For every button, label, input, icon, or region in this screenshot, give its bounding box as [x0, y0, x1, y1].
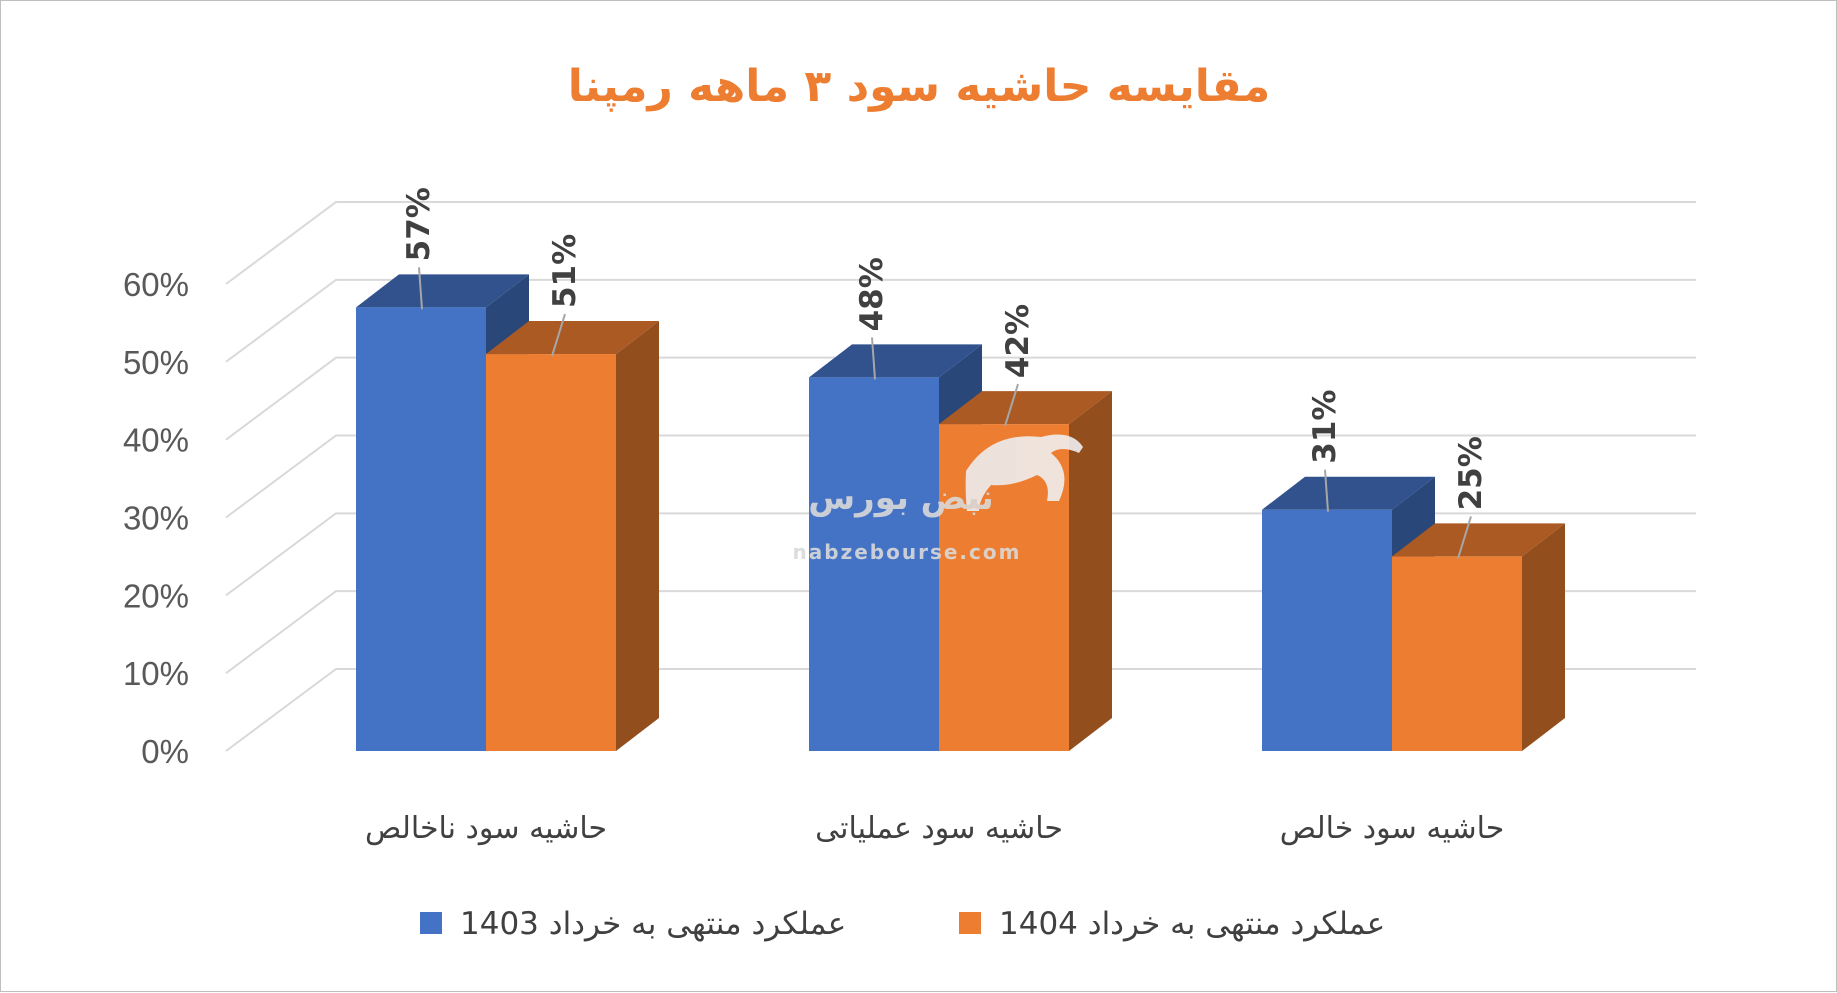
leader-line: [1004, 383, 1019, 427]
gridline: [225, 356, 1696, 441]
bar-side: [1522, 523, 1565, 751]
bar: [486, 321, 659, 751]
leader-line: [418, 267, 423, 310]
data-label: 42%: [1000, 304, 1036, 378]
category-label: حاشیه سود عملیاتی: [815, 811, 1063, 846]
label-leader-lines: [418, 267, 1472, 559]
leader-line: [871, 337, 876, 380]
y-tick-label: 60%: [123, 266, 189, 303]
bar-front: [809, 377, 939, 751]
bull-icon: [965, 434, 1083, 511]
bar-front: [486, 354, 616, 751]
bar: [1392, 523, 1565, 751]
legend: عملکرد منتهی به خرداد 1403 عملکرد منتهی …: [420, 906, 1385, 942]
chart-title: مقایسه حاشیه سود ۳ ماهه رمپنا: [568, 61, 1270, 112]
data-label: 57%: [401, 187, 437, 261]
gridline: [225, 278, 1696, 363]
bar-side: [1069, 391, 1112, 751]
y-axis-ticks: 0% 10% 20% 30% 40% 50% 60%: [123, 266, 189, 770]
bar-top: [1392, 523, 1565, 557]
data-labels: 57% 51% 48% 42% 31% 25%: [401, 187, 1489, 510]
bar-top: [486, 321, 659, 355]
data-label: 48%: [854, 257, 890, 331]
legend-label-1403: عملکرد منتهی به خرداد 1403: [460, 906, 846, 942]
bars: [356, 274, 1565, 751]
y-tick-label: 10%: [123, 655, 189, 692]
category-label: حاشیه سود خالص: [1280, 811, 1505, 846]
watermark-url: nabzebourse.com: [793, 540, 1022, 564]
gridline: [225, 668, 1696, 752]
y-tick-label: 40%: [123, 422, 189, 459]
gridline: [225, 590, 1696, 674]
bar-top: [1262, 476, 1435, 510]
data-label: 51%: [547, 234, 583, 308]
legend-swatch-1403: [420, 912, 442, 934]
y-tick-label: 20%: [123, 577, 189, 614]
leader-line: [1324, 469, 1329, 512]
y-tick-label: 0%: [141, 733, 189, 770]
watermark-text: نبض بورس: [808, 478, 993, 518]
data-label: 25%: [1453, 436, 1489, 510]
bar-front: [1392, 556, 1522, 751]
gridline: [225, 512, 1696, 597]
bar-front: [356, 307, 486, 751]
data-label: 31%: [1307, 390, 1343, 464]
leader-line: [1457, 516, 1472, 559]
y-tick-label: 50%: [123, 344, 189, 381]
legend-swatch-1404: [959, 912, 981, 934]
watermark: نبض بورس nabzebourse.com: [793, 434, 1083, 564]
bar-front: [1262, 509, 1392, 751]
category-label: حاشیه سود ناخالص: [365, 811, 607, 846]
bar-top: [809, 344, 982, 378]
legend-label-1404: عملکرد منتهی به خرداد 1404: [999, 906, 1385, 942]
bar-top: [939, 391, 1112, 425]
leader-line: [551, 313, 566, 357]
x-axis-categories: حاشیه سود ناخالص حاشیه سود عملیاتی حاشیه س…: [365, 811, 1504, 846]
gridline: [225, 434, 1696, 519]
bar-top: [356, 274, 529, 308]
bar-side: [616, 321, 659, 751]
y-tick-label: 30%: [123, 500, 189, 537]
gridline: [225, 201, 1696, 285]
grid-lines: [225, 201, 1696, 752]
